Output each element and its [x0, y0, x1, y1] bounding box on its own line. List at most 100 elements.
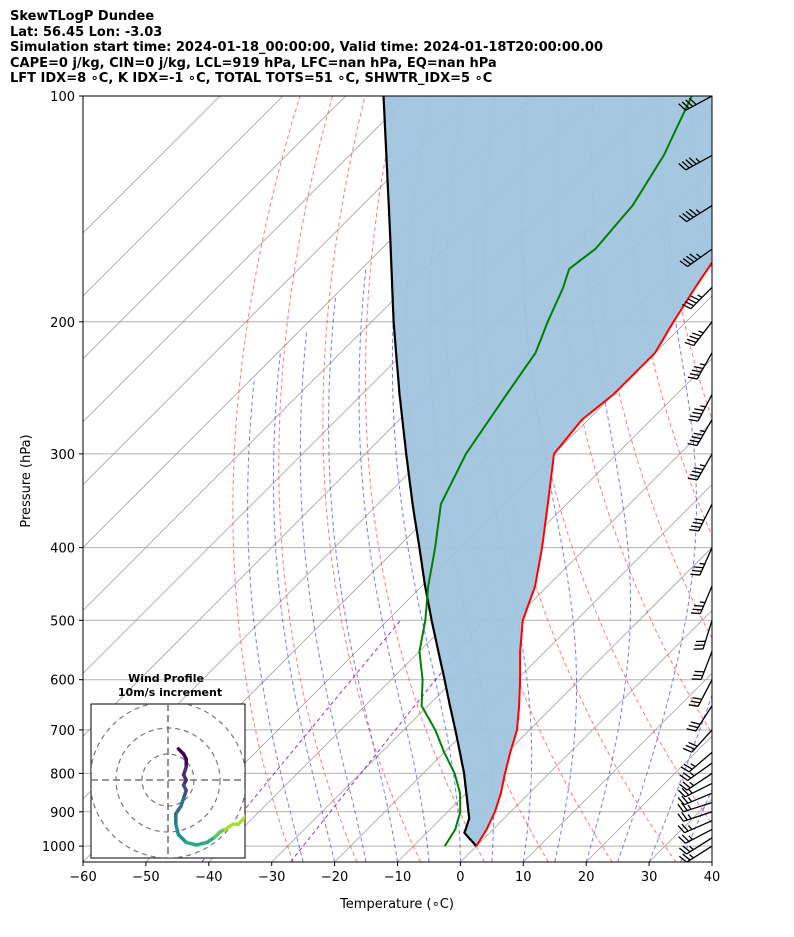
- y-axis-label: Pressure (hPa): [19, 434, 34, 527]
- y-tick-label: 500: [50, 614, 75, 629]
- wind-barb-flag: [681, 823, 689, 832]
- cape-line: CAPE=0 j/kg, CIN=0 j/kg, LCL=919 hPa, LF…: [10, 55, 497, 71]
- wind-barb: [690, 547, 712, 576]
- isotherm-line: [271, 421, 712, 862]
- wind-barb-flag: [682, 747, 693, 753]
- wind-barb-flag: [687, 298, 697, 304]
- isotherm-line: [208, 358, 712, 862]
- wind-barb-flag: [689, 474, 700, 478]
- wind-barb-flag: [682, 845, 691, 853]
- wind-barb: [677, 801, 712, 813]
- y-tick-label: 900: [50, 806, 75, 821]
- wind-barb-flag: [685, 99, 694, 107]
- isotherm-line: [83, 96, 472, 486]
- hodograph-subtitle: 10m/s increment: [118, 686, 222, 699]
- dry-adiabat-line: [278, 96, 358, 862]
- wind-barb-flag: [694, 408, 704, 412]
- wind-barb-flag: [688, 724, 699, 729]
- wind-barb-flag: [685, 744, 695, 750]
- wind-barb-staff: [696, 352, 712, 380]
- wind-barb-flag: [679, 783, 688, 791]
- x-tick-label: 30: [641, 870, 658, 885]
- wind-barb-flag: [678, 855, 688, 862]
- wind-barb: [687, 352, 712, 380]
- hodograph-trace-segment: [176, 832, 188, 845]
- wind-barb-flag: [678, 847, 688, 855]
- wind-barb-flag: [699, 464, 706, 467]
- wind-barb-flag: [677, 825, 685, 834]
- x-tick-label: −10: [384, 870, 411, 885]
- isotherm-line: [523, 672, 712, 862]
- wind-barb-staff: [687, 762, 712, 782]
- wind-barb-flag: [690, 573, 700, 576]
- dry-adiabat-line: [756, 96, 794, 862]
- dry-adiabat-line: [364, 96, 485, 862]
- wind-barb: [687, 419, 712, 447]
- wind-barb: [682, 287, 712, 310]
- wind-barb: [693, 620, 712, 650]
- wind-barb-flag: [682, 212, 691, 220]
- moist-adiabat-line: [711, 860, 712, 862]
- wind-barb-staff: [690, 287, 712, 310]
- wind-barb-flag: [688, 704, 699, 707]
- wind-barb-flag: [693, 604, 704, 607]
- wind-barb-flag: [682, 781, 691, 789]
- wind-barb-flag: [693, 366, 704, 370]
- wind-barb-flag: [680, 766, 690, 773]
- wind-barb: [680, 751, 712, 773]
- y-tick-label: 200: [50, 316, 75, 331]
- wind-barb-flag: [682, 853, 691, 861]
- hodograph-trace-segment: [174, 822, 181, 837]
- wind-barb-flag: [692, 411, 702, 415]
- x-axis-label: Temperature (∘C): [339, 897, 454, 912]
- wind-barb: [678, 828, 712, 844]
- wind-barb-flag: [689, 335, 699, 340]
- wind-barb-staff: [702, 620, 712, 650]
- moist-adiabat-line: [680, 788, 712, 862]
- wind-barb: [679, 772, 712, 791]
- dry-adiabat-line: [232, 96, 301, 862]
- wind-barb-flag: [681, 101, 690, 109]
- wind-barb-flag: [688, 157, 697, 165]
- wind-barb-flag: [681, 812, 688, 821]
- wind-barb-flag: [690, 525, 701, 529]
- wind-barb-flag: [683, 763, 693, 770]
- moist-adiabat-line: [247, 381, 304, 862]
- wind-barb-flag: [682, 772, 692, 779]
- wind-barb-flag: [690, 295, 700, 301]
- wind-barb-flag: [687, 804, 692, 810]
- wind-barb-flag: [687, 376, 698, 380]
- wind-barb-flag: [686, 255, 695, 263]
- parcel-profile-line: [382, 96, 478, 847]
- wind-barb-flag: [688, 741, 698, 747]
- wind-barb-flag: [700, 405, 706, 408]
- x-tick-label: −60: [69, 870, 96, 885]
- wind-barb-staff: [685, 154, 712, 171]
- wind-barb-flag: [687, 797, 693, 803]
- wind-barb: [678, 837, 712, 855]
- wind-barb-staff: [683, 801, 712, 813]
- wind-barb-flag: [689, 781, 695, 787]
- isotherm-line: [397, 546, 712, 862]
- wind-barb-flag: [694, 518, 705, 521]
- wind-barb: [677, 820, 712, 834]
- wind-barb-staff: [697, 679, 712, 707]
- cape-cin-fill: [383, 96, 712, 847]
- wind-barb-staff: [686, 772, 712, 791]
- x-tick-label: −30: [258, 870, 285, 885]
- wind-barb-staff: [695, 705, 712, 732]
- dry-adiabat-line: [322, 96, 422, 862]
- wind-barb-staff: [699, 585, 712, 614]
- isotherm-line: [83, 96, 221, 234]
- wind-barb-flag: [691, 569, 702, 573]
- wind-barb-staff: [688, 751, 712, 773]
- y-tick-label: 300: [50, 448, 75, 463]
- wind-barb-flag: [691, 369, 702, 373]
- wind-barb-staff: [693, 321, 712, 346]
- wind-barb-flag: [691, 436, 702, 440]
- hodograph-title: Wind Profile: [128, 672, 204, 685]
- wind-barb-flag: [679, 260, 688, 268]
- moist-adiabat-line: [273, 352, 336, 862]
- x-tick-label: −20: [321, 870, 348, 885]
- wind-barb-flag: [678, 215, 688, 223]
